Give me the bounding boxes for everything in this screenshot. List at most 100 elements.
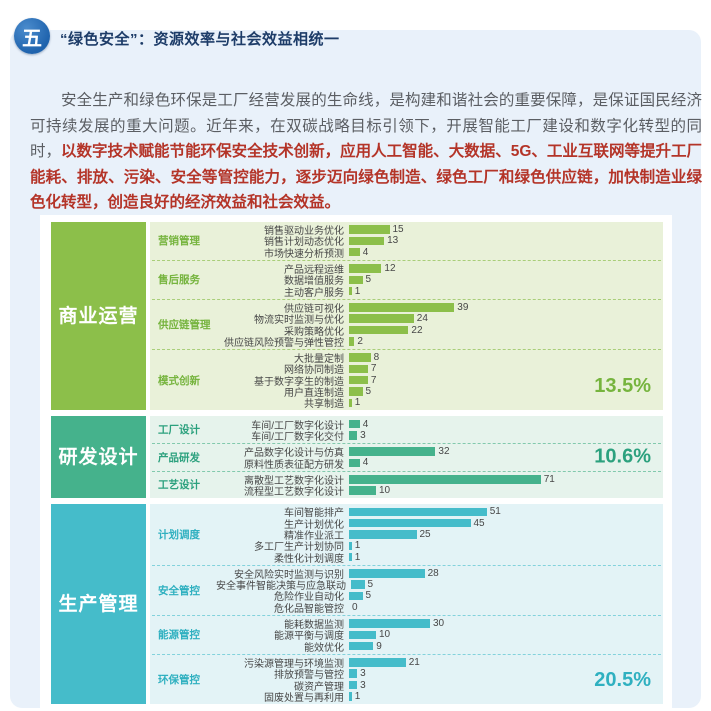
bar-item-label: 车间/工厂数字化交付 (251, 431, 344, 443)
bar-item-label: 大批量定制 (294, 354, 344, 366)
bar (349, 286, 352, 296)
subcategory-group: 工厂设计 车间/工厂数字化设计 4 车间/工厂数字化交付 3 (152, 416, 661, 445)
bar (349, 658, 406, 667)
bar-item-label: 柔性化计划调度 (274, 553, 344, 565)
bar-item-label: 生产计划优化 (284, 519, 344, 531)
bar-item-label: 流程型工艺数字化设计 (244, 487, 344, 499)
bar (349, 541, 352, 551)
section-content: 工厂设计 车间/工厂数字化设计 4 车间/工厂数字化交付 3 产品研发 产品数字化设计与仿真… (150, 416, 663, 499)
bar-value: 1 (354, 397, 361, 409)
bar-row: 车间智能排产 51 (216, 506, 661, 519)
subcategory-label: 工厂设计 (158, 424, 200, 437)
bar (349, 364, 368, 374)
bar-value: 39 (457, 301, 469, 313)
bar (349, 275, 363, 285)
subcategory-group: 工艺设计 离散型工艺数字化设计 71 流程型工艺数字化设计 10 (152, 472, 661, 499)
bar (349, 303, 455, 312)
bar-item-label: 原料性质表征配方研发 (244, 459, 344, 471)
bar-value: 51 (489, 506, 501, 518)
item-list: 供应链可视化 39 物流实时监测与优化 24 采购策略优化 22 供应链风险预警与弹性管控 2 (216, 301, 661, 349)
bar-value: 9 (376, 640, 382, 652)
bar-value: 8 (373, 352, 380, 364)
section-label-line: 管理 (98, 593, 139, 615)
bar-value: 25 (419, 528, 431, 540)
bar-value: 10 (379, 629, 391, 641)
bar-item-label: 物流实时监测与优化 (254, 315, 344, 327)
subcategory-group: 环保管控 污染源管理与环境监测 21 排放预警与管控 3 碳资产管理 3 固废处置与再利用 1 (152, 655, 661, 704)
bar-row: 排放预警与管控 3 (216, 668, 661, 681)
bar-item-label: 采购策略优化 (284, 326, 344, 338)
section-label-line: 运营 (98, 305, 139, 327)
bar-row: 危化品智能管控 0 (216, 602, 661, 615)
bar-value: 71 (543, 473, 555, 485)
bar-value: 5 (365, 274, 372, 286)
bar (349, 247, 360, 257)
bar-row: 用户直连制造 5 (216, 386, 661, 399)
bar-item-label: 安全事件智能决策与应急联动 (216, 581, 346, 593)
bar (349, 387, 363, 396)
chart-section-band: 生产 管理 计划调度 车间智能排产 51 生产计划优化 45 精准作业派工 25 多工厂生产计划协… (51, 504, 663, 704)
section-label: 商业 运营 (51, 222, 146, 411)
bar-row: 主动客户服务 1 (216, 285, 661, 299)
bar-row: 精准作业派工 25 (216, 528, 661, 542)
bar-row: 原料性质表征配方研发 4 (216, 457, 661, 471)
bar-value: 10 (379, 485, 391, 497)
bar-row: 车间/工厂数字化交付 3 (216, 429, 661, 443)
bar-value: 1 (354, 540, 361, 552)
bar (349, 225, 390, 234)
bar-value: 1 (354, 551, 361, 563)
bar-item-label: 车间/工厂数字化设计 (251, 420, 344, 432)
bar-value: 45 (473, 517, 485, 529)
subcategory-label: 产品研发 (158, 451, 200, 464)
section-label-line: 商业 (58, 305, 99, 327)
section-percent: 10.6% (594, 445, 651, 468)
bar-row: 数据增值服务 5 (216, 274, 661, 287)
bar (349, 353, 371, 362)
bar-row: 固废处置与再利用 1 (216, 691, 661, 704)
item-list: 离散型工艺数字化设计 71 流程型工艺数字化设计 10 (216, 473, 661, 499)
bar-row: 销售计划动态优化 13 (216, 235, 661, 248)
bar-item-label: 能耗数据监测 (284, 620, 344, 632)
bar-row: 共享制造 1 (216, 397, 661, 410)
item-list: 产品数字化设计与仿真 32 原料性质表征配方研发 4 (216, 446, 661, 471)
bar (349, 552, 352, 562)
bar (349, 314, 414, 323)
bar-row: 车间/工厂数字化设计 4 (216, 418, 661, 432)
bar-row: 流程型工艺数字化设计 10 (216, 485, 661, 499)
bar-row: 柔性化计划调度 1 (216, 551, 661, 565)
bar-value: 7 (370, 374, 377, 386)
intro-text-normal: 安全生产和绿色环保是工厂经营发展的生命线，是构建和谐社会的重要保障，是保证国民经… (30, 92, 702, 160)
item-list: 污染源管理与环境监测 21 排放预警与管控 3 碳资产管理 3 固废处置与再利用 1 (216, 657, 661, 704)
item-list: 大批量定制 8 网络协同制造 7 基于数字孪生的制造 7 用户直连制造 5 共享制造 1 (216, 352, 661, 410)
bar-row: 供应链可视化 39 (216, 301, 661, 315)
bar-row: 能效优化 9 (216, 640, 661, 654)
chart-panel: 商业 运营 营销管理 销售驱动业务优化 15 销售计划动态优化 13 市场快速分析预测 4 售后服… (40, 215, 672, 708)
bar-value: 5 (367, 579, 374, 591)
section-percent: 20.5% (594, 668, 651, 691)
bar-item-label: 产品数字化设计与仿真 (244, 448, 344, 460)
subcategory-group: 售后服务 产品远程运维 12 数据增值服务 5 主动客户服务 1 (152, 261, 661, 300)
bar-row: 产品数字化设计与仿真 32 (216, 446, 661, 460)
bar (349, 475, 541, 484)
bar (349, 641, 374, 651)
section-label-line: 设计 (98, 446, 139, 468)
section-label: 研发 设计 (51, 416, 146, 499)
bar (349, 692, 352, 701)
subcategory-label: 供应链管理 (158, 318, 211, 331)
page-title: “绿色安全”：资源效率与社会效益相统一 (60, 31, 340, 48)
bar-item-label: 供应链可视化 (284, 303, 344, 315)
bar-item-label: 供应链风险预警与弹性管控 (224, 337, 344, 349)
bar-item-label: 安全风险实时监测与识别 (234, 569, 344, 581)
subcategory-group: 模式创新 大批量定制 8 网络协同制造 7 基于数字孪生的制造 7 用户直连制造 5 共享制造 1 (152, 350, 661, 410)
bar-row: 销售驱动业务优化 15 (216, 224, 661, 237)
bar-item-label: 主动客户服务 (284, 287, 344, 299)
section-content: 计划调度 车间智能排产 51 生产计划优化 45 精准作业派工 25 多工厂生产计划协同 1 柔性… (150, 504, 663, 704)
section-label: 生产 管理 (51, 504, 146, 704)
bar-value: 28 (427, 567, 439, 579)
bar-item-label: 危化品智能管控 (274, 603, 344, 615)
bar-item-label: 能源平衡与调度 (274, 631, 344, 643)
subcategory-group: 计划调度 车间智能排产 51 生产计划优化 45 精准作业派工 25 多工厂生产计划协同 1 柔性… (152, 504, 661, 566)
chart-section-band: 研发 设计 工厂设计 车间/工厂数字化设计 4 车间/工厂数字化交付 3 产品研发 产品数字化设… (51, 416, 663, 499)
bar-value: 3 (360, 429, 366, 441)
bar-value: 4 (362, 418, 369, 430)
